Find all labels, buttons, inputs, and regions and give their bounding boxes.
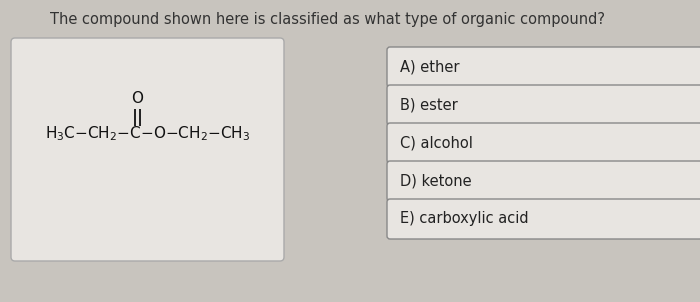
- Text: C) alcohol: C) alcohol: [400, 136, 473, 150]
- FancyBboxPatch shape: [11, 38, 284, 261]
- Text: H$_3$C$-$CH$_2$$-$C$-$O$-$CH$_2$$-$CH$_3$: H$_3$C$-$CH$_2$$-$C$-$O$-$CH$_2$$-$CH$_3…: [46, 125, 251, 143]
- FancyBboxPatch shape: [387, 161, 700, 201]
- Text: A) ether: A) ether: [400, 59, 459, 75]
- Text: D) ketone: D) ketone: [400, 174, 472, 188]
- FancyBboxPatch shape: [387, 47, 700, 87]
- Text: The compound shown here is classified as what type of organic compound?: The compound shown here is classified as…: [50, 12, 605, 27]
- Text: O: O: [131, 91, 143, 106]
- FancyBboxPatch shape: [387, 123, 700, 163]
- Text: B) ester: B) ester: [400, 98, 458, 113]
- FancyBboxPatch shape: [387, 199, 700, 239]
- Text: E) carboxylic acid: E) carboxylic acid: [400, 211, 528, 226]
- FancyBboxPatch shape: [387, 85, 700, 125]
